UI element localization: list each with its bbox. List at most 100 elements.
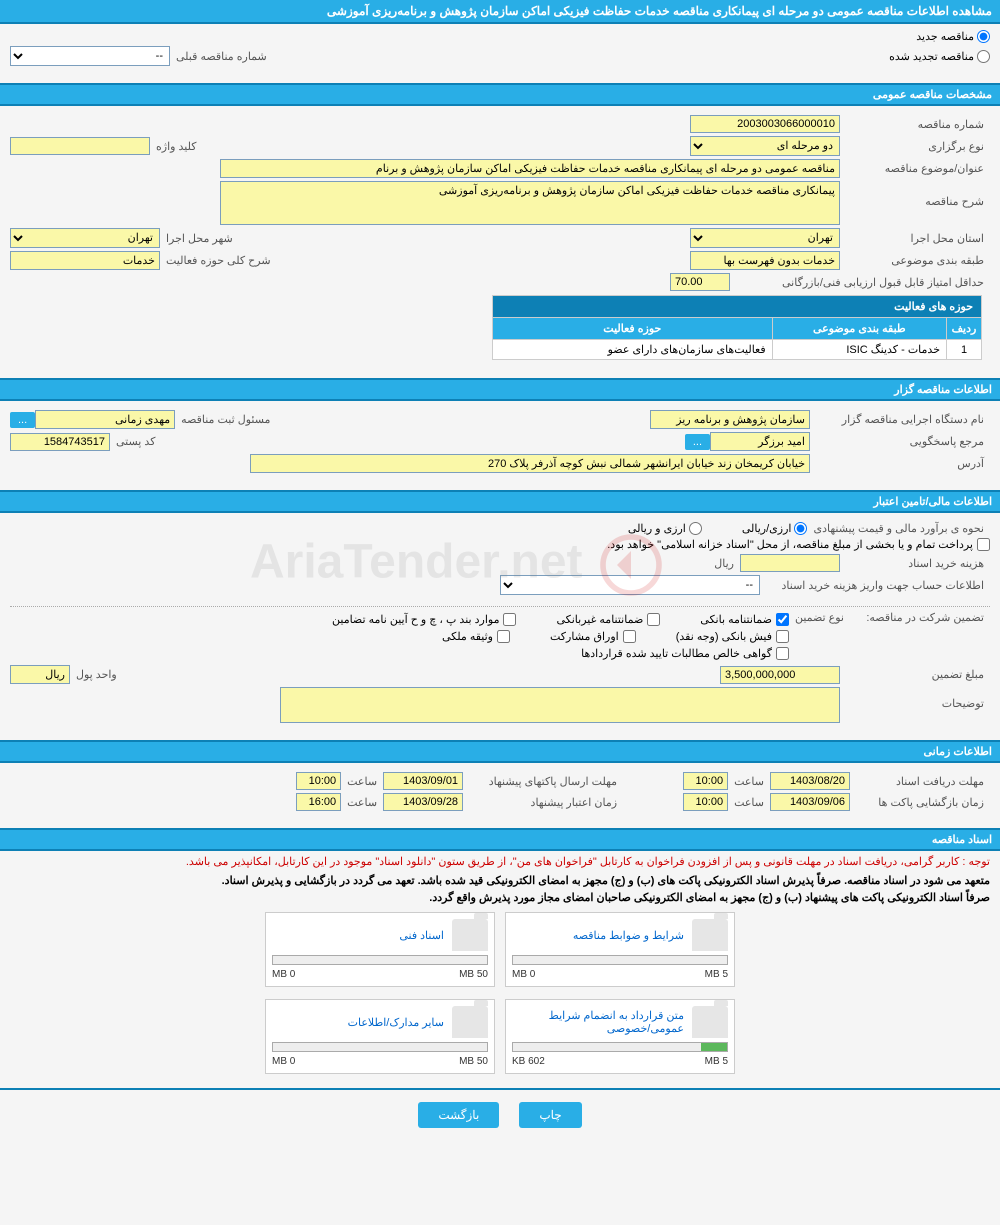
submit-label: مهلت ارسال پاکتهای پیشنهاد (463, 775, 623, 788)
doc-box-other[interactable]: سایر مدارک/اطلاعات 50 MB0 MB (265, 999, 495, 1074)
subject-label: عنوان/موضوع مناقصه (840, 162, 990, 175)
section-financial: اطلاعات مالی/تامین اعتبار (0, 490, 1000, 513)
scope-label: شرح کلی حوزه فعالیت (160, 254, 277, 267)
number-label: شماره مناقصه (840, 118, 990, 131)
treasury-note: پرداخت تمام و یا بخشی از مبلغ مناقصه، از… (607, 538, 973, 551)
scope-field: خدمات (10, 251, 160, 270)
status-new-radio[interactable] (977, 30, 990, 43)
minscore-label: حداقل امتیاز قابل قبول ارزیابی فنی/بازرگ… (730, 276, 990, 289)
gt-contract-checkbox[interactable] (776, 647, 789, 660)
hour-label-3: ساعت (728, 796, 770, 809)
category-field: خدمات بدون فهرست بها (690, 251, 840, 270)
submit-time: 10:00 (296, 772, 341, 790)
folder-icon (692, 1006, 728, 1038)
hour-label-4: ساعت (341, 796, 383, 809)
receive-date: 1403/08/20 (770, 772, 850, 790)
table-row: 1 خدمات - کدینگ ISIC فعالیت‌های سازمان‌ه… (493, 340, 982, 360)
print-button[interactable]: چاپ (519, 1102, 581, 1128)
doc-title-1: شرایط و ضوابط مناقصه (512, 929, 684, 942)
receive-time: 10:00 (683, 772, 728, 790)
unit-label: واحد پول (70, 668, 123, 681)
city-select[interactable]: تهران (10, 228, 160, 248)
method-arz-radio[interactable] (794, 522, 807, 535)
notice-2: صرفاً اسناد الکترونیکی پاکت های پیشنهاد … (0, 889, 1000, 906)
postal-label: کد پستی (110, 435, 161, 448)
doc-box-contract[interactable]: متن قرارداد به انضمام شرایط عمومی/خصوصی … (505, 999, 735, 1074)
folder-icon (452, 1006, 488, 1038)
address-label: آدرس (810, 457, 990, 470)
section-general: مشخصات مناقصه عمومی (0, 83, 1000, 106)
postal-field: 1584743517 (10, 433, 110, 451)
guarantee-type-label: نوع تضمین (789, 611, 850, 624)
category-label: طبقه بندی موضوعی (840, 254, 990, 267)
amount-label: مبلغ تضمین (840, 668, 990, 681)
province-label: استان محل اجرا (840, 232, 990, 245)
reg-officer-label: مسئول ثبت مناقصه (175, 413, 276, 426)
city-label: شهر محل اجرا (160, 232, 239, 245)
gt-bank-checkbox[interactable] (776, 613, 789, 626)
gt-cash-checkbox[interactable] (776, 630, 789, 643)
doc-title-4: سایر مدارک/اطلاعات (272, 1016, 444, 1029)
doc-box-technical[interactable]: اسناد فنی 50 MB0 MB (265, 912, 495, 987)
gt-nonbank-checkbox[interactable] (647, 613, 660, 626)
validity-time: 16:00 (296, 793, 341, 811)
prev-tender-label: شماره مناقصه قبلی (170, 50, 273, 63)
page-title: مشاهده اطلاعات مناقصه عمومی دو مرحله ای … (0, 0, 1000, 24)
doc-title-2: اسناد فنی (272, 929, 444, 942)
prev-tender-select[interactable]: -- (10, 46, 170, 66)
col-row: ردیف (947, 318, 982, 340)
status-renewed-row: مناقصه تجدید شده (889, 50, 990, 63)
keyword-label: کلید واژه (150, 140, 202, 153)
open-date: 1403/09/06 (770, 793, 850, 811)
open-time: 10:00 (683, 793, 728, 811)
notice-red: توجه : کاربر گرامی، دریافت اسناد در مهلت… (0, 851, 1000, 872)
agency-label: نام دستگاه اجرایی مناقصه گزار (810, 413, 990, 426)
subject-field: مناقصه عمومی دو مرحله ای پیمانکاری مناقص… (220, 159, 840, 178)
status-new-label: مناقصه جدید (916, 30, 974, 43)
col-category: طبقه بندی موضوعی (772, 318, 946, 340)
keyword-field[interactable] (10, 137, 150, 155)
status-renewed-radio[interactable] (977, 50, 990, 63)
number-field: 2003003066000010 (690, 115, 840, 133)
province-select[interactable]: تهران (690, 228, 840, 248)
method-label: نحوه ی برآورد مالی و قیمت پیشنهادی (807, 522, 990, 535)
activity-table: حوزه های فعالیت ردیف طبقه بندی موضوعی حو… (492, 295, 982, 360)
gt-cases-checkbox[interactable] (503, 613, 516, 626)
col-scope: حوزه فعالیت (493, 318, 773, 340)
folder-icon (692, 919, 728, 951)
gt-property-checkbox[interactable] (497, 630, 510, 643)
contact-label: مرجع پاسخگویی (810, 435, 990, 448)
submit-date: 1403/09/01 (383, 772, 463, 790)
section-organizer: اطلاعات مناقصه گزار (0, 378, 1000, 401)
notes-field[interactable] (280, 687, 840, 723)
docfee-field[interactable] (740, 554, 840, 572)
status-new-row: مناقصه جدید (10, 30, 990, 43)
validity-date: 1403/09/28 (383, 793, 463, 811)
gt-bonds-checkbox[interactable] (623, 630, 636, 643)
type-select[interactable]: دو مرحله ای (690, 136, 840, 156)
treasury-checkbox[interactable] (977, 538, 990, 551)
reg-officer-field: مهدی زمانی (35, 410, 175, 429)
amount-field: 3,500,000,000 (720, 666, 840, 684)
account-select[interactable]: -- (500, 575, 760, 595)
validity-label: زمان اعتبار پیشنهاد (463, 796, 623, 809)
contact-more-button[interactable]: ... (685, 434, 710, 450)
doc-box-conditions[interactable]: شرایط و ضوابط مناقصه 5 MB0 MB (505, 912, 735, 987)
section-timing: اطلاعات زمانی (0, 740, 1000, 763)
reg-officer-more-button[interactable]: ... (10, 412, 35, 428)
agency-field: سازمان پژوهش و برنامه ریز (650, 410, 810, 429)
notes-label: توضیحات (840, 687, 990, 710)
docfee-currency: ریال (708, 557, 740, 570)
docfee-label: هزینه خرید اسناد (840, 557, 990, 570)
address-field: خیابان کریمخان زند خیابان ایرانشهر شمالی… (250, 454, 810, 473)
status-renewed-label: مناقصه تجدید شده (889, 50, 974, 63)
receive-label: مهلت دریافت اسناد (850, 775, 990, 788)
desc-field: پیمانکاری مناقصه خدمات حفاظت فیزیکی اماک… (220, 181, 840, 225)
activity-header: حوزه های فعالیت (493, 296, 982, 318)
desc-label: شرح مناقصه (840, 181, 990, 208)
hour-label-2: ساعت (341, 775, 383, 788)
notice-1: متعهد می شود در اسناد مناقصه. صرفاً پذیر… (0, 872, 1000, 889)
unit-field: ریال (10, 665, 70, 684)
back-button[interactable]: بازگشت (418, 1102, 499, 1128)
method-rial-radio[interactable] (689, 522, 702, 535)
